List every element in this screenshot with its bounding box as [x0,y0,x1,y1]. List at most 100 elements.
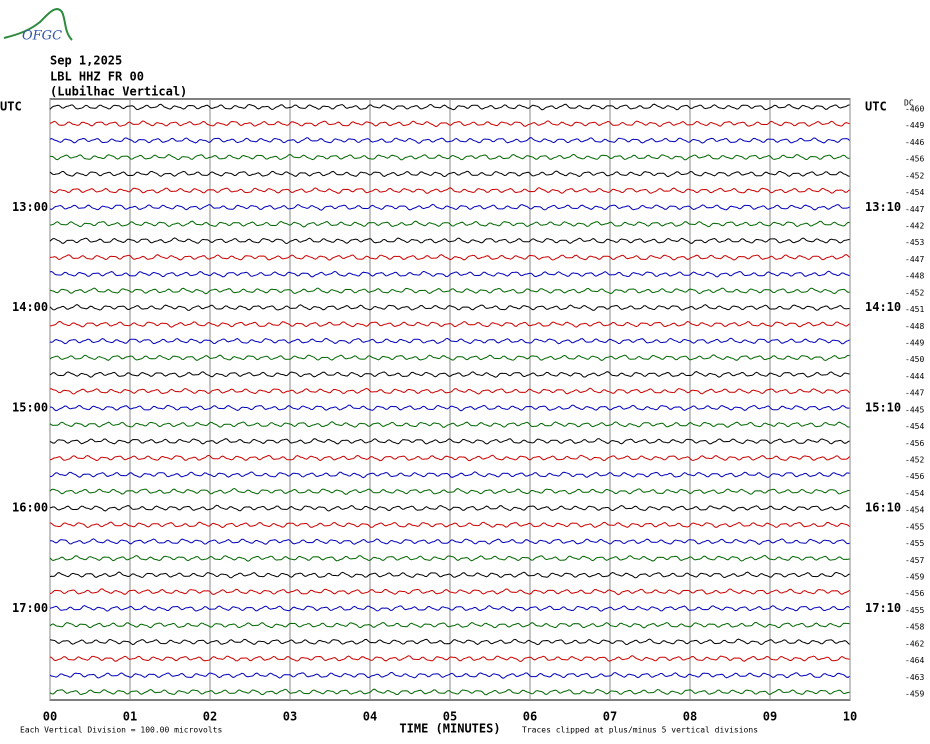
dc-value: -454 [905,489,924,498]
dc-value: -458 [905,623,924,632]
right-time-label: 16:10 [865,501,901,515]
dc-value: -463 [905,673,924,682]
left-time-label: 16:00 [12,501,48,515]
dc-value: -456 [905,439,924,448]
x-tick-label: 03 [283,710,297,724]
x-tick-label: 00 [43,710,57,724]
dc-value: -460 [905,105,924,114]
dc-value: -454 [905,422,924,431]
trace [49,504,850,512]
right-time-label: 17:10 [865,601,901,615]
dc-value: -448 [905,272,924,281]
right-time-label: 15:10 [865,400,901,414]
x-tick-label: 09 [763,710,777,724]
dc-value: -455 [905,522,924,531]
trace [49,605,850,612]
x-axis-label: TIME (MINUTES) [399,722,500,736]
trace [49,203,850,211]
trace [49,538,850,545]
trace [49,438,850,445]
trace [49,187,850,194]
dc-value: -446 [905,138,924,147]
title: Sep 1,2025 [50,54,122,68]
right-time-label: 14:10 [865,300,901,314]
trace [49,454,850,462]
trace [49,320,850,328]
x-tick-label: 06 [523,710,537,724]
subtitle: LBL HHZ FR 00 [50,70,144,84]
trace [49,237,850,245]
dc-value: -453 [905,238,924,247]
dc-value: -462 [905,639,924,648]
x-tick-label: 07 [603,710,617,724]
trace [49,487,850,495]
trace [49,254,850,261]
x-tick-label: 10 [843,710,857,724]
trace [49,621,850,629]
logo: OFGC [3,8,73,44]
x-tick-label: 01 [123,710,137,724]
dc-label: DC [904,99,914,108]
trace [49,337,850,345]
x-tick-label: 02 [203,710,217,724]
dc-value: -447 [905,205,924,214]
dc-value: -449 [905,121,924,130]
trace [49,120,850,127]
trace [49,387,850,395]
dc-value: -445 [905,405,924,414]
dc-value: -457 [905,556,924,565]
trace [49,671,850,679]
dc-value: -456 [905,472,924,481]
dc-value: -448 [905,322,924,331]
trace [50,153,850,161]
trace [50,404,850,412]
left-time-label: 17:00 [12,601,48,615]
dc-value: -456 [905,589,924,598]
subtitle: (Lubilhac Vertical) [50,85,187,99]
trace [49,588,850,596]
dc-value: -451 [905,305,924,314]
dc-value: -442 [905,222,924,231]
dc-value: -449 [905,339,924,348]
trace [49,655,850,663]
dc-value: -455 [905,606,924,615]
right-time-label: UTC [865,100,887,114]
trace [49,571,850,579]
right-time-label: 13:10 [865,200,901,214]
left-time-label: 14:00 [12,300,48,314]
trace [49,471,850,479]
x-tick-label: 05 [443,710,457,724]
trace [49,688,850,696]
dc-value: -452 [905,288,924,297]
trace [49,521,850,529]
dc-value: -444 [905,372,924,381]
dc-value: -452 [905,456,924,465]
dc-value: -452 [905,171,924,180]
trace [49,638,850,646]
logo-text: OFGC [22,29,62,44]
trace [49,421,850,428]
dc-value: -464 [905,656,924,665]
left-time-label: 13:00 [12,200,48,214]
trace [49,371,850,378]
left-time-label: UTC [0,100,22,114]
footer-left: Each Vertical Division = 100.00 microvol… [20,726,222,735]
dc-value: -459 [905,690,924,699]
dc-value: -454 [905,188,924,197]
x-tick-label: 08 [683,710,697,724]
trace [49,304,850,311]
trace [49,137,850,144]
trace [49,287,850,295]
dc-value: -450 [905,355,924,364]
trace [49,555,850,562]
dc-value: -447 [905,389,924,398]
dc-value: -456 [905,155,924,164]
dc-value: -447 [905,255,924,264]
trace [49,220,850,228]
left-time-label: 15:00 [12,400,48,414]
x-tick-label: 04 [363,710,377,724]
trace [49,354,850,362]
trace [49,270,850,278]
dc-value: -459 [905,573,924,582]
